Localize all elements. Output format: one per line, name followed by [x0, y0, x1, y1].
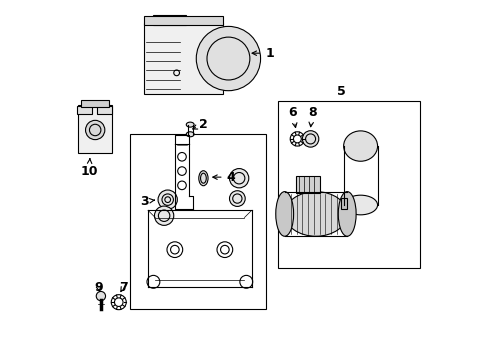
Bar [153, 15, 185, 25]
Bar [81, 100, 108, 107]
Ellipse shape [343, 131, 377, 161]
Circle shape [196, 26, 260, 91]
Circle shape [154, 206, 173, 225]
Circle shape [229, 168, 248, 188]
Bar [144, 16, 223, 24]
Ellipse shape [198, 171, 207, 186]
Bar [296, 176, 319, 193]
Text: 10: 10 [80, 159, 98, 177]
Text: 4: 4 [212, 171, 235, 184]
Ellipse shape [186, 122, 194, 127]
Text: 2: 2 [199, 118, 207, 131]
Bar [278, 102, 419, 267]
Ellipse shape [275, 192, 293, 236]
Text: 6: 6 [288, 105, 296, 127]
Bar [78, 105, 112, 153]
Circle shape [158, 190, 177, 209]
Bar [130, 134, 265, 309]
Text: 1: 1 [252, 47, 273, 60]
Circle shape [302, 131, 318, 147]
Ellipse shape [186, 132, 194, 137]
Text: 3: 3 [140, 195, 154, 208]
Bar [77, 106, 92, 114]
Circle shape [229, 191, 244, 206]
Text: 5: 5 [336, 85, 345, 98]
Text: 8: 8 [307, 105, 316, 127]
Ellipse shape [343, 195, 377, 215]
Ellipse shape [284, 192, 346, 236]
Bar [97, 106, 112, 114]
Text: 9: 9 [94, 282, 103, 294]
Text: 7: 7 [119, 282, 127, 294]
Circle shape [96, 292, 105, 301]
Bar [340, 198, 346, 208]
Bar [144, 23, 223, 94]
Circle shape [85, 120, 104, 140]
Ellipse shape [338, 192, 355, 236]
